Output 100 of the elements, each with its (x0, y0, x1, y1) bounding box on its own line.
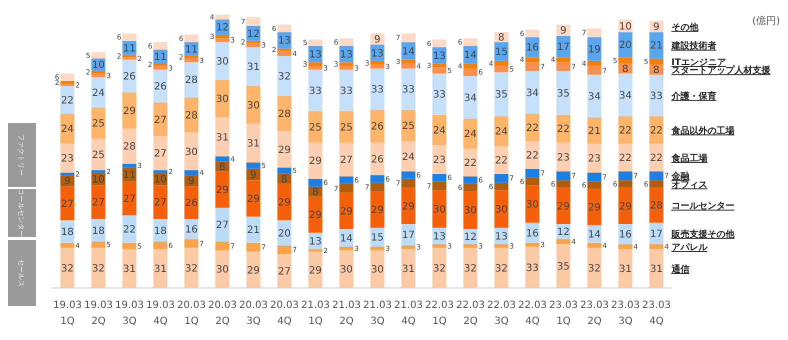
bar (122, 33, 136, 41)
bar (494, 174, 508, 183)
data-label: 30 (216, 56, 229, 68)
data-label: 22 (123, 224, 136, 236)
bar (308, 252, 322, 288)
data-label: 31 (402, 264, 415, 276)
bar (525, 57, 540, 62)
bar (401, 63, 416, 68)
bar (339, 246, 354, 250)
data-label: 18 (92, 226, 105, 237)
data-label: 34 (526, 88, 539, 99)
data-label: 33 (402, 84, 415, 96)
data-label: 24 (402, 152, 415, 163)
data-label: 17 (402, 230, 415, 242)
data-label: 28 (185, 75, 198, 86)
data-label: 30 (371, 264, 384, 276)
bar (153, 42, 168, 50)
data-label: 22 (619, 153, 632, 164)
bar (91, 242, 106, 248)
data-label: 29 (278, 198, 291, 209)
data-label: 22 (464, 158, 477, 170)
x-tick-label: 20.03 4Q (270, 300, 299, 327)
bar (184, 34, 198, 42)
bar (587, 74, 602, 118)
bar (587, 66, 602, 75)
bar (587, 60, 602, 66)
bar (618, 244, 632, 250)
bar (649, 180, 664, 188)
data-label: 9 (653, 22, 660, 33)
data-label: 23 (557, 152, 570, 164)
data-label: 24 (433, 125, 446, 136)
data-label: 31 (619, 264, 632, 276)
data-label: 24 (495, 126, 508, 138)
bar (618, 180, 632, 188)
bar (401, 68, 416, 110)
bar (277, 168, 292, 174)
bar (122, 249, 136, 288)
bar (91, 170, 106, 173)
data-label: 31 (154, 264, 167, 276)
data-label: 35 (557, 88, 570, 100)
data-label: 23 (433, 154, 446, 166)
data-label: 11 (123, 170, 136, 181)
bar (60, 84, 74, 86)
data-label: 30 (433, 204, 446, 216)
bar (91, 138, 106, 170)
data-label: 29 (371, 205, 384, 216)
data-label: 27 (154, 148, 167, 160)
x-tick-label: 19.03 1Q (53, 300, 82, 327)
data-label: 28 (650, 200, 663, 212)
data-label: 31 (216, 132, 229, 144)
bar (432, 174, 446, 182)
series-label: アパレル (671, 243, 708, 254)
series-label: 通信 (670, 264, 690, 276)
data-label: 13 (278, 36, 291, 47)
bar (649, 244, 664, 250)
bar (184, 58, 198, 62)
data-label: 35 (557, 262, 570, 273)
bar (618, 57, 632, 64)
bar (525, 178, 540, 186)
bar (463, 244, 478, 248)
bar (277, 254, 292, 288)
data-label: 27 (278, 266, 291, 278)
bar (277, 245, 292, 254)
data-label: 20 (619, 40, 632, 52)
data-label: 14 (588, 230, 601, 241)
bar (556, 171, 570, 180)
bar (556, 180, 570, 188)
data-label: 14 (464, 50, 477, 62)
series-label: 金融 (670, 171, 690, 182)
data-label: 29 (247, 265, 260, 276)
bar (463, 248, 478, 288)
bar (60, 172, 74, 176)
data-label: 22 (557, 124, 570, 136)
bar (649, 58, 664, 65)
bar (277, 131, 292, 168)
data-label: 17 (650, 228, 663, 240)
bar (339, 66, 354, 70)
data-label: 13 (340, 50, 353, 61)
bar (494, 248, 508, 288)
data-label: 9 (560, 26, 567, 37)
data-label: 24 (92, 88, 105, 99)
data-label: 25 (309, 122, 322, 134)
data-label: 10 (619, 21, 632, 32)
data-label: 10 (154, 174, 167, 186)
data-label: 29 (340, 206, 353, 218)
x-tick-label: 23.03 4Q (642, 300, 671, 327)
data-label: 25 (340, 122, 353, 134)
bar (525, 141, 540, 169)
data-label: 11 (154, 52, 167, 64)
bar (277, 96, 292, 132)
bar (618, 188, 632, 224)
data-label: 9 (64, 176, 71, 188)
data-label: 22 (495, 156, 508, 167)
bar (370, 246, 384, 250)
data-label: 30 (247, 100, 260, 112)
data-label: 35 (495, 90, 508, 101)
bar (494, 190, 508, 228)
bar (463, 191, 478, 230)
data-label: 26 (185, 198, 198, 210)
bar (215, 117, 230, 156)
